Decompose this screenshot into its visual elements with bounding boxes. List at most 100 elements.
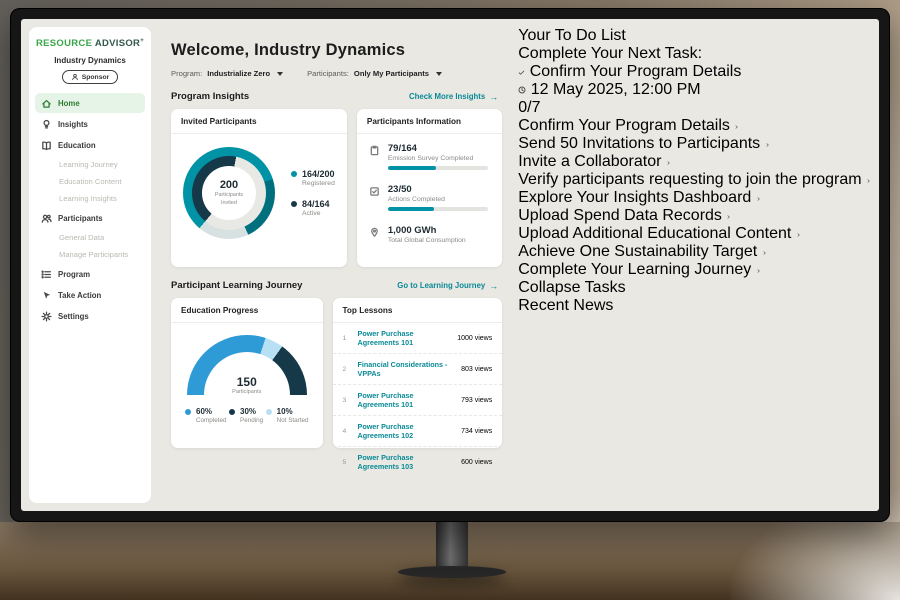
participants-filter-label: Participants: <box>307 69 349 78</box>
lesson-row: 3 Power Purchase Agreements 101 793 view… <box>332 385 503 416</box>
book-icon <box>41 140 52 151</box>
chevron-right-icon[interactable] <box>756 261 761 278</box>
task-row[interactable]: Upload Spend Data Records <box>518 207 871 225</box>
chevron-right-icon[interactable] <box>866 171 871 188</box>
lesson-link[interactable]: Power Purchase Agreements 101 <box>357 391 414 409</box>
task-row[interactable]: Complete Your Learning Journey <box>518 261 871 279</box>
collapse-tasks-link[interactable]: Collapse Tasks <box>518 279 871 297</box>
list-icon <box>41 269 52 280</box>
sidebar-item-general-data[interactable]: General Data <box>59 233 105 243</box>
recent-news-card: Recent News <box>518 297 871 315</box>
sponsor-badge[interactable]: Sponsor <box>61 70 119 85</box>
gauge-center-value: 150 <box>236 375 257 389</box>
legend-value: 164/200 <box>302 169 335 179</box>
participants-filter-value: Only My Participants <box>353 69 430 78</box>
lesson-link[interactable]: Power Purchase Agreements 102 <box>357 422 414 440</box>
gauge-center-label: Participants <box>232 389 262 395</box>
task-label: Invite a Collaborator <box>518 153 662 170</box>
legend-item-not-started: 10% Not Started <box>265 407 309 424</box>
checklist-icon <box>369 186 380 197</box>
logo-text-advisor: ADVISOR <box>94 38 141 50</box>
sidebar-item-home[interactable]: Home <box>35 93 145 114</box>
program-filter-value: Industrialize Zero <box>207 69 271 78</box>
sidebar-item-learning-insights[interactable]: Learning Insights <box>59 194 117 204</box>
chevron-right-icon[interactable] <box>734 117 739 134</box>
card-title: Participants Information <box>356 109 503 134</box>
lesson-link[interactable]: Power Purchase Agreements 101 <box>357 329 414 347</box>
donut-center-value: 200 <box>219 179 239 192</box>
task-row[interactable]: Send 50 Invitations to Participants <box>518 135 871 153</box>
participants-filter[interactable]: Participants: Only My Participants <box>307 69 443 78</box>
person-icon <box>71 73 79 81</box>
arrow-right-icon <box>489 92 498 102</box>
go-to-learning-journey-link[interactable]: Go to Learning Journey <box>397 281 498 291</box>
task-row[interactable]: Upload Additional Educational Content <box>518 225 871 243</box>
stat-row-consumption: 1,000 GWh Total Global Consumption <box>357 216 502 249</box>
clock-icon <box>518 86 526 94</box>
todo-subtitle: Complete Your Next Task: <box>518 45 703 62</box>
clipboard-icon <box>369 145 380 156</box>
lesson-link[interactable]: Power Purchase Agreements 103 <box>357 453 414 471</box>
task-label: Verify participants requesting to join t… <box>518 171 862 188</box>
todo-title: Your To Do List <box>518 27 626 44</box>
chevron-right-icon[interactable] <box>796 225 801 242</box>
stat-label: Actions Completed <box>387 196 445 203</box>
task-row[interactable]: Invite a Collaborator <box>518 153 871 171</box>
chevron-right-icon[interactable] <box>762 243 767 260</box>
chevron-right-icon[interactable] <box>726 207 731 224</box>
chevron-right-icon[interactable] <box>756 189 761 206</box>
next-task-pill[interactable]: Confirm Your Program Details <box>518 63 871 81</box>
sidebar-item-label: Take Action <box>58 290 102 300</box>
chevron-right-icon[interactable] <box>666 153 671 170</box>
education-progress-card: Education Progress 150 Participants 60% <box>171 298 323 448</box>
monitor-bezel: RESOURCE ADVISOR+ Industry Dynamics Spon… <box>10 8 890 522</box>
collapse-tasks-label: Collapse Tasks <box>518 279 626 296</box>
sidebar-item-education-content[interactable]: Education Content <box>59 177 122 187</box>
task-row[interactable]: Explore Your Insights Dashboard <box>518 189 871 207</box>
cursor-icon <box>41 290 52 301</box>
sidebar-item-take-action[interactable]: Take Action <box>35 285 145 305</box>
stat-row-emission-survey: 79/164 Emission Survey Completed <box>357 134 502 175</box>
logo-text-resource: RESOURCE <box>35 38 93 50</box>
sidebar-item-label: Insights <box>58 119 88 129</box>
sidebar-item-program[interactable]: Program <box>35 264 145 284</box>
sidebar-item-settings[interactable]: Settings <box>35 306 145 326</box>
sidebar-item-participants[interactable]: Participants <box>35 208 145 228</box>
invited-donut-chart: 200 Participants Invited <box>183 147 275 239</box>
lesson-link[interactable]: Financial Considerations - VPPAs <box>357 360 448 378</box>
todo-progress-value: 0/7 <box>518 99 541 116</box>
lesson-rank: 1 <box>342 334 347 342</box>
chevron-down-icon <box>436 71 443 76</box>
legend-value: 60% <box>196 407 213 416</box>
lesson-rank: 4 <box>342 427 347 435</box>
sidebar-item-education[interactable]: Education <box>35 135 145 155</box>
task-row[interactable]: Achieve One Sustainability Target <box>518 243 871 261</box>
sidebar-item-label: Settings <box>58 311 89 321</box>
check-more-insights-link[interactable]: Check More Insights <box>409 92 498 102</box>
task-label: Complete Your Learning Journey <box>518 261 752 278</box>
task-label: Achieve One Sustainability Target <box>518 243 758 260</box>
program-filter[interactable]: Program: Industrialize Zero <box>171 69 284 78</box>
lesson-views: 803 views <box>461 365 493 373</box>
logo-plus: + <box>140 38 145 44</box>
task-row[interactable]: Confirm Your Program Details <box>518 117 871 135</box>
app-logo: RESOURCE ADVISOR+ <box>29 34 151 49</box>
task-label: Explore Your Insights Dashboard <box>518 189 752 206</box>
sidebar-item-learning-journey[interactable]: Learning Journey <box>59 160 118 170</box>
sidebar-item-manage-participants[interactable]: Manage Participants <box>59 250 129 260</box>
progress-bar <box>387 166 488 170</box>
progress-bar-fill <box>387 207 434 211</box>
legend-item-completed: 60% Completed <box>185 407 226 424</box>
sidebar-item-insights[interactable]: Insights <box>35 114 145 134</box>
lesson-views: 734 views <box>461 427 493 435</box>
todo-progress-ring: 0/7 <box>518 99 871 117</box>
task-row[interactable]: Verify participants requesting to join t… <box>518 171 871 189</box>
program-insights-header: Program Insights Check More Insights <box>171 91 502 102</box>
legend-label: Active <box>302 210 321 217</box>
home-icon <box>41 98 52 109</box>
next-task-time-label: 12 May 2025, 12:00 PM <box>530 81 701 98</box>
dark-dot-icon <box>229 409 235 415</box>
chevron-right-icon[interactable] <box>765 135 770 152</box>
teal-dot-icon <box>291 171 297 177</box>
legend-label: Registered <box>302 180 335 187</box>
